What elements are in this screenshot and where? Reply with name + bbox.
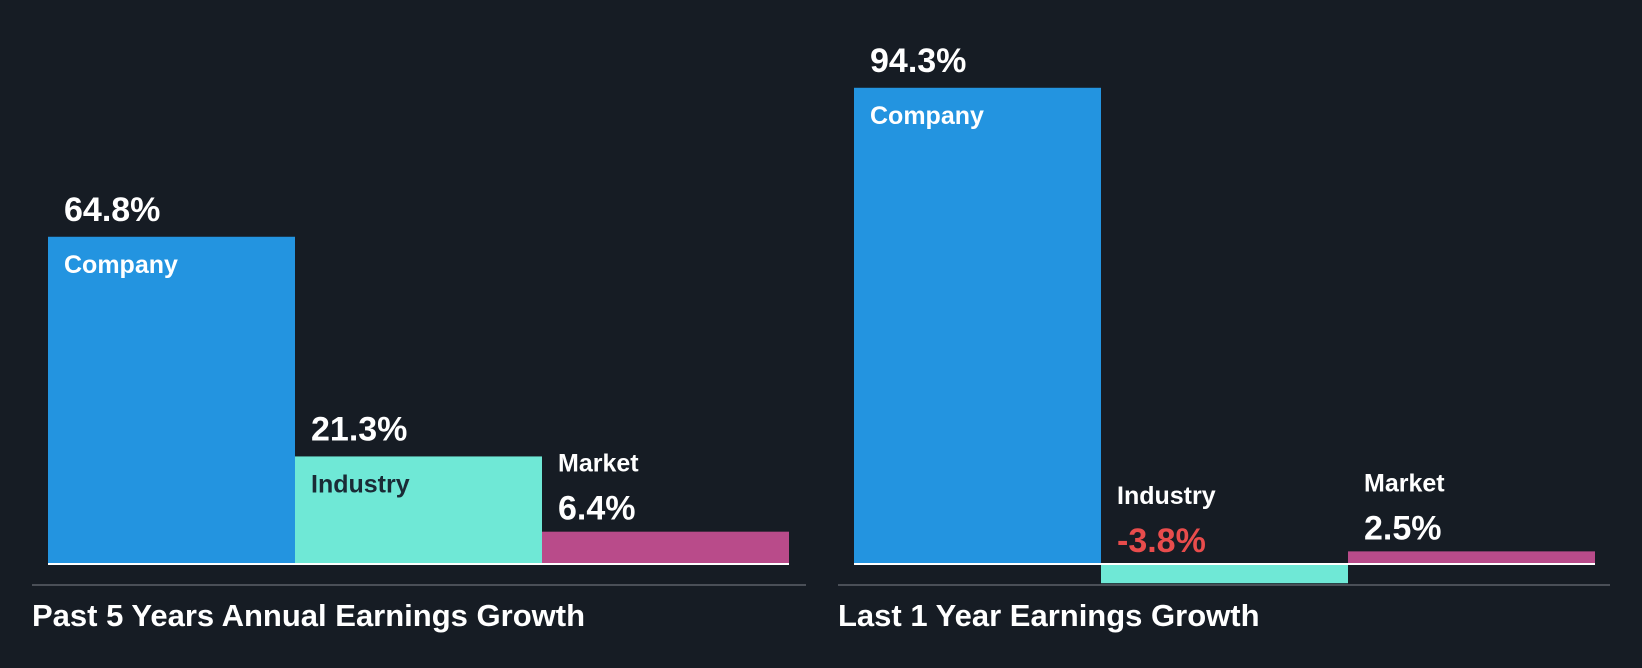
panel-2-industry-category-label: Industry <box>1117 482 1216 510</box>
panel-2-company-bar <box>854 87 1101 564</box>
panel-2-title: Last 1 Year Earnings Growth <box>838 598 1260 633</box>
panel-1-company-value-label: 64.8% <box>64 191 160 229</box>
panel-2-industry-bar <box>1101 564 1348 584</box>
panel-1-market-category-label: Market <box>558 450 639 478</box>
panel-1-market-bar <box>542 531 789 564</box>
panel-2-market-bar <box>1348 551 1595 564</box>
panel-2-company-category-label: Company <box>870 102 984 130</box>
panel-1-industry-category-label: Industry <box>311 470 410 498</box>
panel-1-market-value-label: 6.4% <box>558 490 636 528</box>
panel-2-market-value-label: 2.5% <box>1364 509 1442 547</box>
panel-2-industry-value-label: -3.8% <box>1117 522 1206 560</box>
panel-1-company-category-label: Company <box>64 251 178 279</box>
panel-2-company-value-label: 94.3% <box>870 42 966 80</box>
panel-1-industry-value-label: 21.3% <box>311 410 407 448</box>
panel-2-market-category-label: Market <box>1364 469 1445 497</box>
panel-1-title: Past 5 Years Annual Earnings Growth <box>32 598 585 633</box>
panel-1-industry-bar <box>295 456 542 564</box>
panel-1-company-bar <box>48 236 295 564</box>
